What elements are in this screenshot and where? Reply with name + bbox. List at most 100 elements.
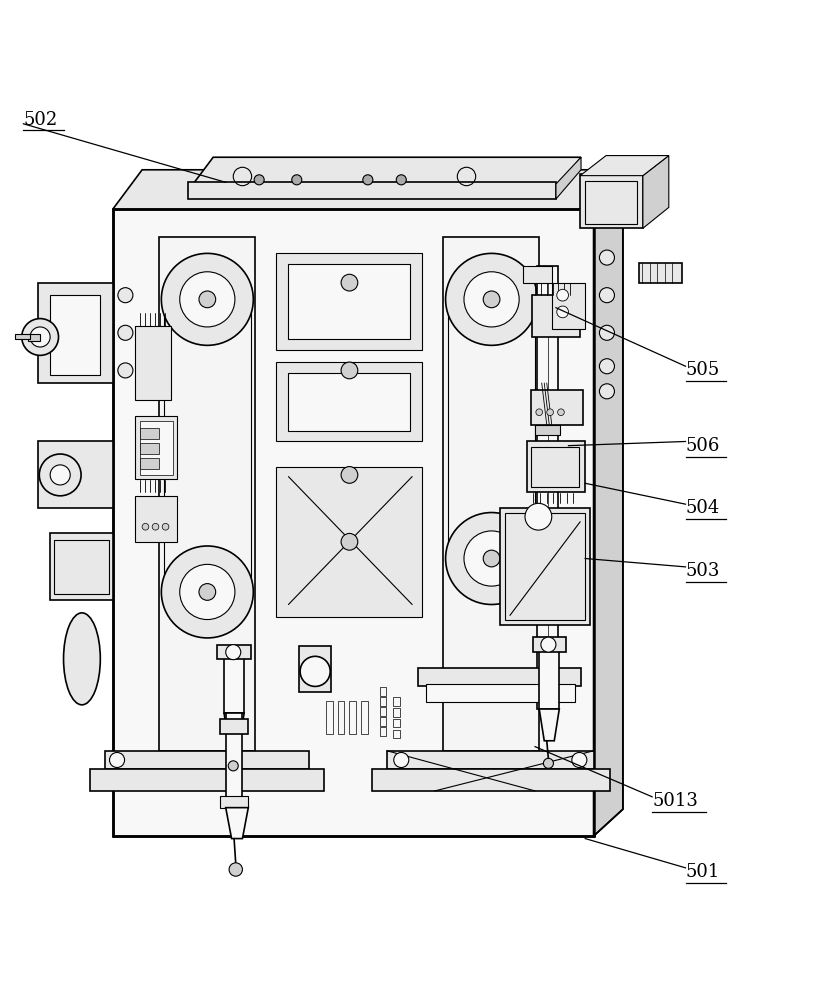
Bar <box>28 334 40 341</box>
Bar <box>50 295 100 375</box>
Text: 502: 502 <box>23 111 58 129</box>
Circle shape <box>464 272 519 327</box>
Bar <box>443 237 539 751</box>
Circle shape <box>599 384 614 399</box>
Bar <box>226 713 242 801</box>
Circle shape <box>152 523 159 530</box>
Polygon shape <box>90 769 324 791</box>
Circle shape <box>558 409 564 416</box>
Bar <box>113 209 594 836</box>
Bar <box>299 646 331 692</box>
Bar <box>15 334 30 339</box>
Circle shape <box>396 175 406 185</box>
Bar <box>140 443 159 454</box>
Polygon shape <box>580 156 669 176</box>
Circle shape <box>446 253 538 345</box>
Circle shape <box>572 752 587 768</box>
Bar <box>135 496 177 542</box>
Bar <box>552 283 585 329</box>
Polygon shape <box>556 157 581 199</box>
Circle shape <box>341 362 358 379</box>
Bar <box>639 263 682 283</box>
Bar <box>217 645 251 659</box>
Bar <box>380 687 386 696</box>
Bar <box>276 362 422 441</box>
Polygon shape <box>594 170 623 836</box>
Circle shape <box>557 306 568 318</box>
Circle shape <box>118 325 133 340</box>
Circle shape <box>341 533 358 550</box>
Circle shape <box>599 288 614 303</box>
Circle shape <box>118 363 133 378</box>
Polygon shape <box>387 751 594 769</box>
Bar <box>535 425 560 435</box>
Bar <box>531 390 583 425</box>
Text: 5013: 5013 <box>652 792 698 810</box>
Circle shape <box>599 325 614 340</box>
Polygon shape <box>372 769 610 791</box>
Bar <box>224 650 244 713</box>
Polygon shape <box>643 156 669 228</box>
Circle shape <box>50 465 70 485</box>
Circle shape <box>543 758 553 768</box>
Bar <box>140 428 159 439</box>
Polygon shape <box>104 751 309 769</box>
Bar <box>276 253 422 350</box>
Bar <box>393 730 400 738</box>
Circle shape <box>341 467 358 483</box>
Circle shape <box>541 637 556 652</box>
Bar <box>418 668 581 686</box>
Bar <box>380 727 386 736</box>
Bar <box>380 717 386 726</box>
Bar <box>505 513 585 620</box>
Bar <box>537 266 558 709</box>
Bar <box>539 642 559 709</box>
Bar <box>188 182 556 199</box>
Bar <box>288 373 410 431</box>
Circle shape <box>483 291 500 308</box>
Circle shape <box>599 250 614 265</box>
Bar <box>393 708 400 717</box>
Polygon shape <box>50 533 113 600</box>
Bar <box>54 540 109 594</box>
Bar <box>349 701 356 734</box>
Polygon shape <box>226 808 248 839</box>
Bar <box>135 416 177 479</box>
Bar <box>585 181 637 224</box>
Ellipse shape <box>64 613 100 705</box>
Circle shape <box>30 327 50 347</box>
Bar <box>533 637 566 652</box>
Bar <box>361 701 368 734</box>
Polygon shape <box>38 283 113 383</box>
Bar <box>580 174 643 228</box>
Bar <box>135 326 171 400</box>
Text: 505: 505 <box>686 361 720 379</box>
Circle shape <box>446 513 538 604</box>
Circle shape <box>536 409 543 416</box>
Text: 506: 506 <box>686 437 720 455</box>
Circle shape <box>199 291 216 308</box>
Circle shape <box>547 409 553 416</box>
Bar <box>140 458 159 469</box>
Bar <box>338 701 344 734</box>
Bar <box>276 467 422 617</box>
Circle shape <box>363 175 373 185</box>
Circle shape <box>254 175 264 185</box>
Circle shape <box>39 454 81 496</box>
Circle shape <box>142 523 149 530</box>
Circle shape <box>110 752 125 768</box>
Circle shape <box>161 253 253 345</box>
Circle shape <box>483 550 500 567</box>
Bar <box>426 684 575 702</box>
Circle shape <box>229 863 242 876</box>
Bar <box>220 796 248 808</box>
Bar <box>159 237 255 751</box>
Polygon shape <box>224 713 244 744</box>
Circle shape <box>180 564 235 620</box>
Circle shape <box>228 761 238 771</box>
Bar <box>140 421 173 475</box>
Circle shape <box>557 289 568 301</box>
Circle shape <box>300 656 330 686</box>
Bar <box>380 697 386 706</box>
Text: 501: 501 <box>686 863 720 881</box>
